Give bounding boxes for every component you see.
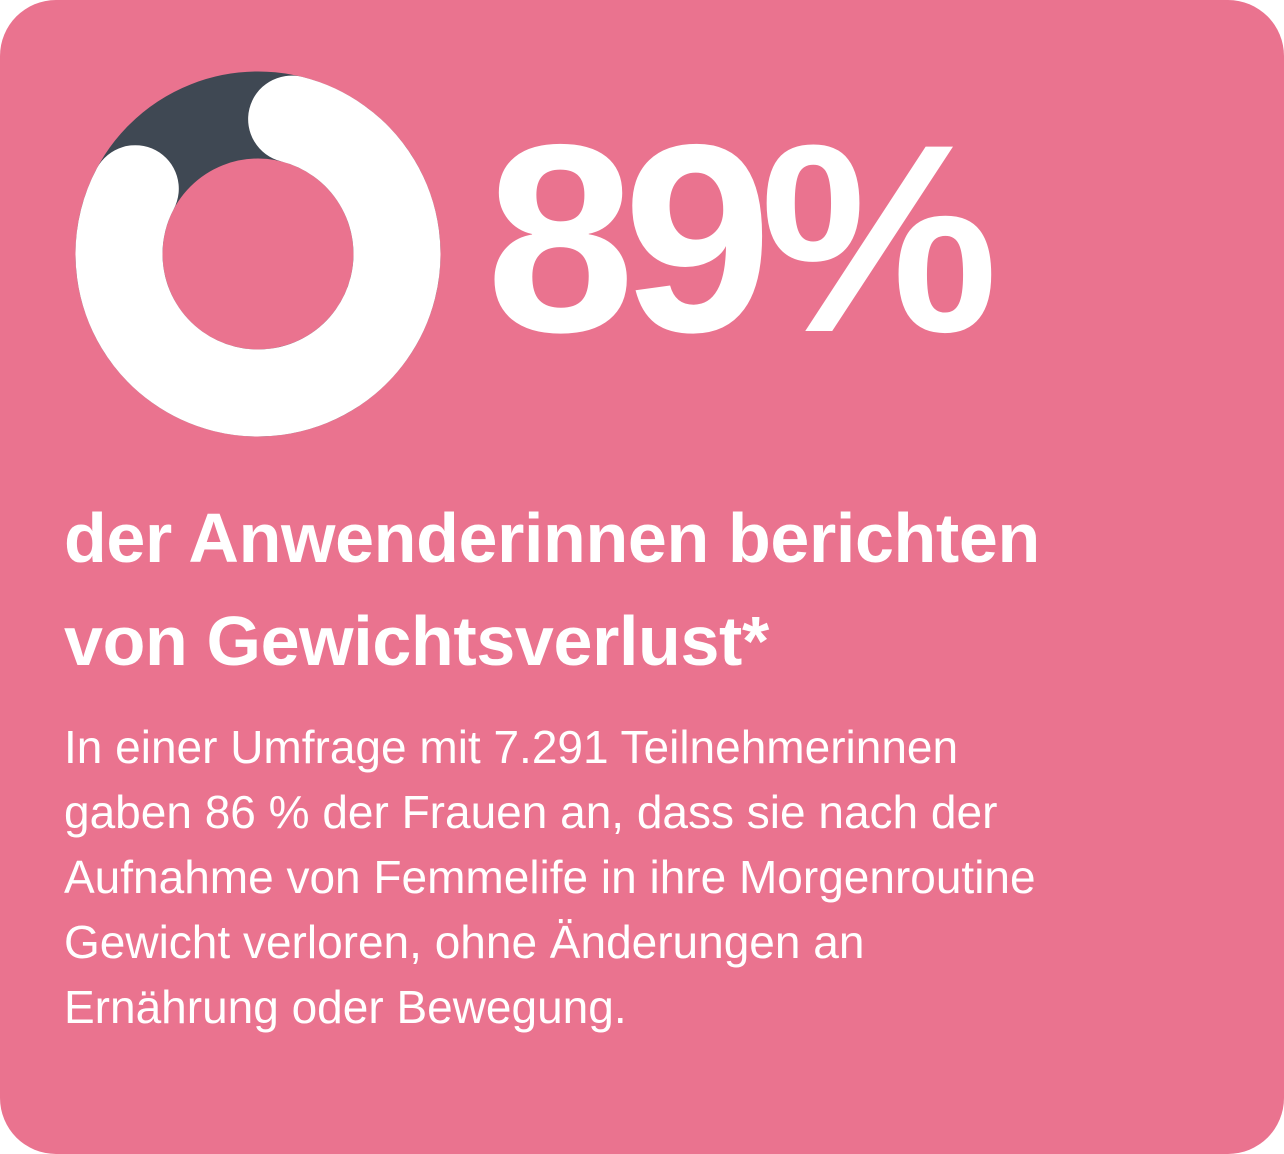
stat-heading: der Anwenderinnen berichten von Gewichts… (64, 487, 1040, 693)
stat-heading-line-1: der Anwenderinnen berichten (64, 499, 1040, 577)
description-line: In einer Umfrage mit 7.291 Teilnehmerinn… (64, 721, 959, 773)
donut-chart (75, 71, 441, 437)
stat-description: In einer Umfrage mit 7.291 Teilnehmerinn… (64, 715, 1036, 1040)
donut-value-arc (75, 71, 441, 437)
stat-heading-line-2: von Gewichtsverlust* (64, 602, 769, 680)
description-line: Ernährung oder Bewegung. (64, 981, 627, 1033)
description-line: gaben 86 % der Frauen an, dass sie nach … (64, 786, 998, 838)
stat-value: 89% (486, 88, 998, 388)
description-line: Aufnahme von Femmelife in ihre Morgenrou… (64, 851, 1036, 903)
donut-chart-svg (75, 71, 441, 437)
description-line: Gewicht verloren, ohne Änderungen an (64, 916, 865, 968)
